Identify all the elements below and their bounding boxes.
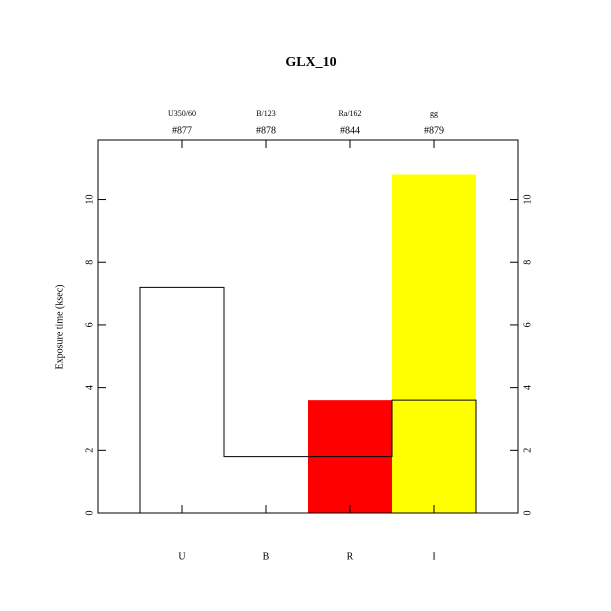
y-tick-label: 2 xyxy=(84,448,95,453)
x-tick-label: R xyxy=(347,551,354,562)
y-tick-label: 8 xyxy=(84,260,95,265)
filter-id: #844 xyxy=(340,125,360,136)
filter-name: gg xyxy=(430,109,438,118)
y-tick-label: 4 xyxy=(84,385,95,390)
y-axis-label: Exposure time (ksec) xyxy=(54,285,65,370)
filter-name: B/123 xyxy=(256,109,276,118)
y-tick-label: 6 xyxy=(84,322,95,327)
y-tick-label: 10 xyxy=(84,195,95,205)
step-outline xyxy=(139,286,477,513)
y-tick-label-right: 4 xyxy=(522,385,533,390)
y-tick-label-right: 10 xyxy=(522,195,533,205)
bar xyxy=(392,174,476,513)
x-tick-label: U xyxy=(178,551,186,562)
y-tick-label-right: 6 xyxy=(522,322,533,327)
x-tick-label: B xyxy=(263,551,270,562)
filter-name: Ra/162 xyxy=(338,109,361,118)
y-tick-label-right: 0 xyxy=(522,511,533,516)
y-tick-label-right: 2 xyxy=(522,448,533,453)
filter-id: #877 xyxy=(172,125,192,136)
x-tick-label: I xyxy=(432,551,435,562)
y-tick-label-right: 8 xyxy=(522,260,533,265)
chart-title: GLX_10 xyxy=(285,55,336,70)
plot-frame xyxy=(97,139,519,514)
filter-id: #878 xyxy=(256,125,276,136)
filter-name: U350/60 xyxy=(168,109,196,118)
y-tick-label: 0 xyxy=(84,511,95,516)
filter-id: #879 xyxy=(424,125,444,136)
